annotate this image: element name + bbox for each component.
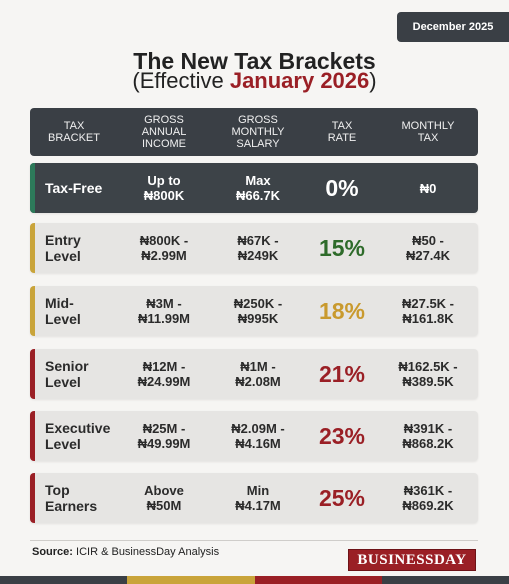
gross-monthly-salary: ₦250K - ₦995K xyxy=(233,296,283,326)
table-row: Tax-Free Up to ₦800K Max ₦66.7K 0% ₦0 xyxy=(30,163,478,213)
stripe-segment xyxy=(127,576,255,584)
gross-annual-income: ₦800K - ₦2.99M xyxy=(139,233,189,263)
bracket-name: Tax-Free xyxy=(45,180,103,196)
header-gross-monthly-salary: GROSS MONTHLY SALARY xyxy=(231,114,285,150)
gross-annual-income: ₦12M - ₦24.99M xyxy=(137,359,191,389)
table-row: Mid- Level ₦3M - ₦11.99M ₦250K - ₦995K 1… xyxy=(30,286,478,336)
source-label: Source: xyxy=(32,546,73,558)
businessday-logo: BUSINESSDAY xyxy=(348,549,476,571)
gross-monthly-salary: ₦1M - ₦2.08M xyxy=(235,359,281,389)
monthly-tax: ₦391K - ₦868.2K xyxy=(402,421,454,451)
source-text: ICIR & BusinessDay Analysis xyxy=(76,546,220,558)
bottom-stripe xyxy=(0,576,509,584)
gross-annual-income: Up to ₦800K xyxy=(143,173,185,203)
page-title: The New Tax Brackets xyxy=(133,48,376,74)
table-row: Top Earners Above ₦50M Min ₦4.17M 25% ₦3… xyxy=(30,473,478,523)
effective-date: January 2026 xyxy=(229,68,370,93)
gross-annual-income: ₦3M - ₦11.99M xyxy=(137,296,191,326)
table-row: Senior Level ₦12M - ₦24.99M ₦1M - ₦2.08M… xyxy=(30,349,478,399)
monthly-tax: ₦0 xyxy=(419,180,437,196)
tax-rate: 15% xyxy=(318,234,366,261)
gross-annual-income: Above ₦50M xyxy=(144,483,184,513)
subtitle-open: (Effective xyxy=(132,68,230,93)
header-tax-bracket: TAX BRACKET xyxy=(48,120,100,144)
monthly-tax: ₦162.5K - ₦389.5K xyxy=(398,359,458,389)
gross-monthly-salary: ₦67K - ₦249K xyxy=(237,233,279,263)
bracket-name: Mid- Level xyxy=(45,295,81,327)
stripe-segment xyxy=(0,576,128,584)
bracket-name: Top Earners xyxy=(45,482,98,514)
tax-rate: 21% xyxy=(318,360,366,387)
header-gross-annual-income: GROSS ANNUAL INCOME xyxy=(141,114,187,150)
stripe-segment xyxy=(254,576,382,584)
stripe-segment xyxy=(381,576,509,584)
subtitle-close: ) xyxy=(369,68,377,93)
tax-rate: 23% xyxy=(318,422,366,449)
tax-rate: 0% xyxy=(325,174,359,201)
tax-rate: 25% xyxy=(318,484,366,511)
tax-rate: 18% xyxy=(318,297,366,324)
source-note: Source: ICIR & BusinessDay Analysis xyxy=(32,546,219,558)
bracket-name: Senior Level xyxy=(45,358,89,390)
gross-monthly-salary: Max ₦66.7K xyxy=(235,173,281,203)
header-tax-rate: TAX RATE xyxy=(327,120,357,144)
page-subtitle: (Effective January 2026) xyxy=(0,68,509,94)
bracket-name: Executive Level xyxy=(45,420,111,452)
monthly-tax: ₦27.5K - ₦161.8K xyxy=(401,296,455,326)
monthly-tax: ₦361K - ₦869.2K xyxy=(402,483,454,513)
header-monthly-tax: MONTHLY TAX xyxy=(401,120,455,144)
footer-divider xyxy=(30,540,478,541)
gross-monthly-salary: Min ₦4.17M xyxy=(235,483,281,513)
gross-annual-income: ₦25M - ₦49.99M xyxy=(137,421,191,451)
table-row: Executive Level ₦25M - ₦49.99M ₦2.09M - … xyxy=(30,411,478,461)
gross-monthly-salary: ₦2.09M - ₦4.16M xyxy=(231,421,285,451)
monthly-tax: ₦50 - ₦27.4K xyxy=(405,233,451,263)
bracket-name: Entry Level xyxy=(45,232,81,264)
table-row: Entry Level ₦800K - ₦2.99M ₦67K - ₦249K … xyxy=(30,223,478,273)
table-header: TAX BRACKET GROSS ANNUAL INCOME GROSS MO… xyxy=(30,108,478,156)
date-badge: December 2025 xyxy=(397,12,509,42)
